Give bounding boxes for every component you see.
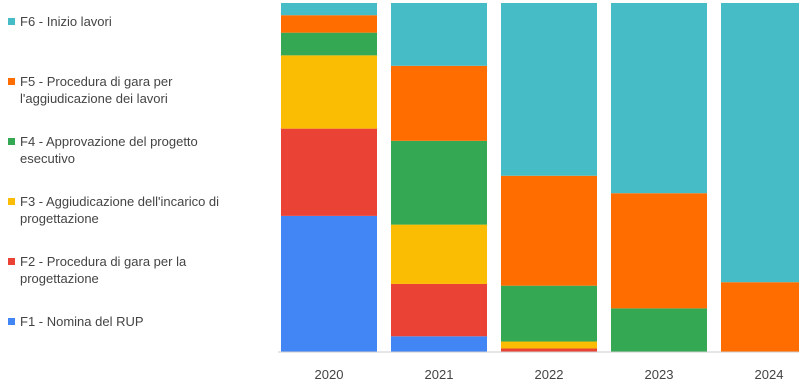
x-tick-label-2024: 2024 <box>755 367 784 382</box>
bar-segment-2023-f5 <box>611 193 707 309</box>
bar-segment-2020-f3 <box>281 55 377 129</box>
bars-layer <box>281 3 799 352</box>
legend-item-f2: F2 - Procedura di gara per la progettazi… <box>8 253 186 287</box>
bar-segment-2022-f5 <box>501 175 597 286</box>
bar-segment-2022-f6 <box>501 3 597 176</box>
legend-label-f2: F2 - Procedura di gara per la progettazi… <box>20 254 187 286</box>
legend-item-f6: F6 - Inizio lavori <box>8 13 112 30</box>
bar-segment-2020-f2 <box>281 128 377 216</box>
legend-swatch-f2 <box>8 258 15 265</box>
legend-swatch-f5 <box>8 78 15 85</box>
chart-legend: F6 - Inizio lavori F5 - Procedura di gara… <box>0 0 272 385</box>
legend-item-f3: F3 - Aggiudicazione dell'incarico di pro… <box>8 193 219 227</box>
legend-label-f4: F4 - Approvazione del progetto esecutivo <box>20 134 198 166</box>
x-tick-labels: 2020 2021 2022 2023 2024 <box>315 367 784 382</box>
legend-item-f1: F1 - Nomina del RUP <box>8 313 144 330</box>
bar-segment-2021-f1 <box>391 336 487 352</box>
bar-segment-2022-f4 <box>501 285 597 342</box>
legend-label-f5: F5 - Procedura di gara per l'aggiudicazi… <box>20 74 173 106</box>
legend-label-f6: F6 - Inizio lavori <box>20 14 112 29</box>
x-tick-label-2021: 2021 <box>425 367 454 382</box>
bar-segment-2023-f4 <box>611 308 707 352</box>
bar-segment-2022-f2 <box>501 348 597 352</box>
bar-segment-2022-f3 <box>501 341 597 349</box>
bar-segment-2024-f5 <box>721 282 799 352</box>
bar-segment-2023-f6 <box>611 3 707 194</box>
legend-swatch-f6 <box>8 18 15 25</box>
bar-segment-2020-f1 <box>281 215 377 352</box>
legend-item-f4: F4 - Approvazione del progetto esecutivo <box>8 133 198 167</box>
bar-segment-2021-f3 <box>391 224 487 284</box>
legend-swatch-f4 <box>8 138 15 145</box>
legend-label-f1: F1 - Nomina del RUP <box>20 314 144 329</box>
bar-segment-2021-f6 <box>391 3 487 66</box>
bar-segment-2020-f6 <box>281 3 377 16</box>
bar-segment-2020-f4 <box>281 32 377 56</box>
bar-segment-2020-f5 <box>281 15 377 33</box>
legend-label-f3: F3 - Aggiudicazione dell'incarico di pro… <box>20 194 220 226</box>
bar-segment-2021-f2 <box>391 283 487 337</box>
x-tick-label-2022: 2022 <box>535 367 564 382</box>
legend-item-f5: F5 - Procedura di gara per l'aggiudicazi… <box>8 73 172 107</box>
bar-segment-2024-f6 <box>721 3 799 283</box>
x-tick-label-2020: 2020 <box>315 367 344 382</box>
bar-segment-2021-f4 <box>391 140 487 225</box>
legend-swatch-f1 <box>8 318 15 325</box>
bar-segment-2021-f5 <box>391 65 487 141</box>
x-tick-label-2023: 2023 <box>645 367 674 382</box>
legend-swatch-f3 <box>8 198 15 205</box>
